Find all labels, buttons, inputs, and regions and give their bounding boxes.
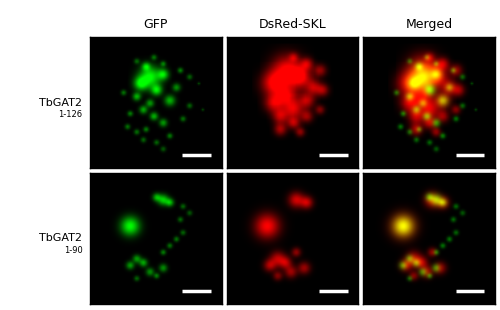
Text: DsRed-SKL: DsRed-SKL <box>258 18 326 31</box>
Text: 1-90: 1-90 <box>64 246 82 255</box>
Text: 1-126: 1-126 <box>58 110 82 119</box>
Text: GFP: GFP <box>144 18 168 31</box>
Text: TbGAT2: TbGAT2 <box>40 98 82 108</box>
Text: Merged: Merged <box>406 18 452 31</box>
Text: TbGAT2: TbGAT2 <box>40 233 82 243</box>
